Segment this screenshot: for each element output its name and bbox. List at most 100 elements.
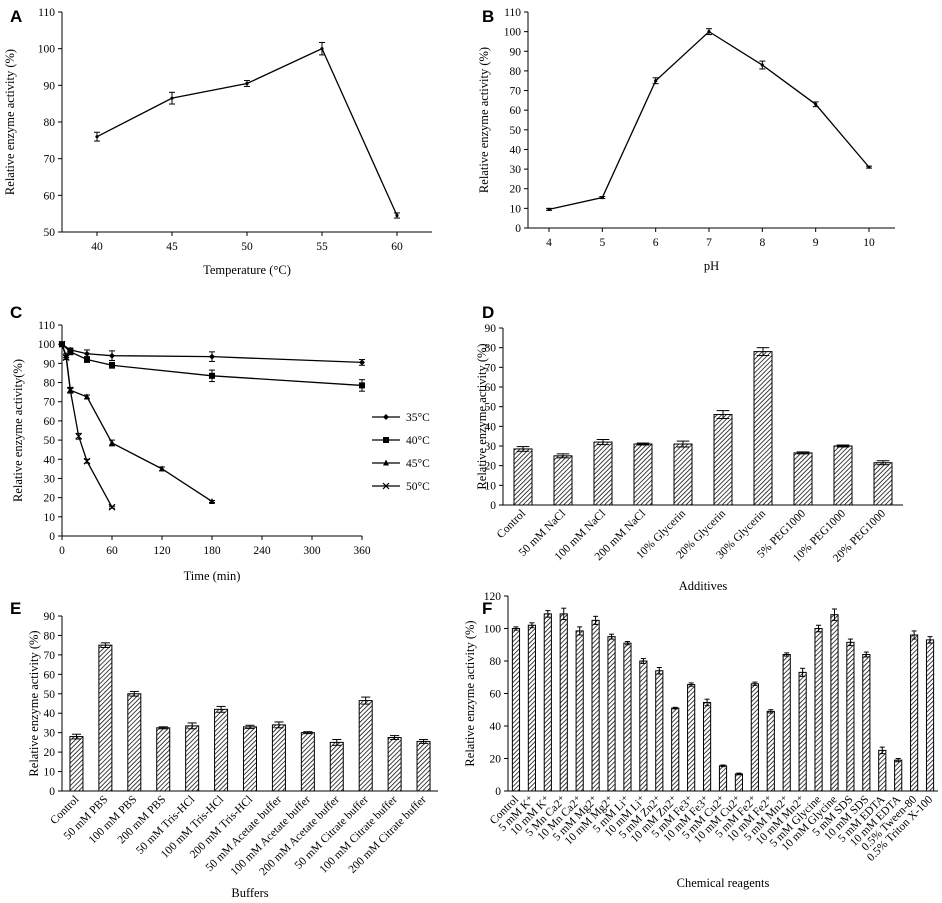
point-marker-cross [75, 432, 83, 440]
bar [591, 619, 600, 792]
bar [862, 654, 871, 792]
bar [69, 736, 84, 792]
y-tick-label: 60 [44, 416, 56, 428]
x-tick-label: 6 [653, 237, 659, 249]
bar [713, 414, 733, 506]
y-tick-label: 20 [490, 754, 502, 766]
y-tick-label: 20 [44, 747, 56, 759]
bar [753, 351, 773, 506]
point-marker-cross [382, 482, 390, 490]
y-tick-label: 40 [485, 421, 497, 433]
panel-label: E [10, 599, 21, 618]
y-tick-label: 70 [44, 154, 56, 166]
bar [242, 726, 258, 792]
y-tick-label: 20 [510, 184, 522, 196]
point-marker-triangle [84, 393, 90, 400]
point-marker-square [359, 382, 365, 389]
y-tick-label: 70 [44, 650, 56, 662]
bar [833, 445, 853, 506]
y-tick-label: 10 [510, 203, 522, 215]
bar [846, 641, 855, 792]
y-tick-label: 20 [44, 493, 56, 505]
bar [639, 660, 648, 792]
y-tick-label: 90 [485, 323, 497, 335]
bar [593, 441, 613, 506]
bar [798, 671, 807, 792]
y-tick-label: 90 [44, 358, 56, 370]
bar [718, 765, 728, 792]
bar [358, 700, 373, 792]
chart-panel-C: 0 10 20 30 40 50 60 70 80 90 100 110 C Relative enzym… [10, 303, 430, 583]
y-tick-label: 20 [485, 461, 497, 473]
bar [559, 613, 568, 792]
point-marker [245, 81, 249, 86]
y-tick-label: 50 [44, 435, 56, 447]
y-tick-label: 10 [44, 767, 56, 779]
y-tick-label: 120 [484, 591, 502, 603]
x-tick-label: 180 [203, 545, 221, 557]
point-marker-diamond [383, 414, 389, 420]
point-marker-cross [66, 386, 74, 394]
y-tick-label: 110 [38, 7, 55, 19]
point-marker [814, 102, 818, 106]
bar [782, 654, 791, 792]
bar [127, 693, 142, 792]
point-marker [600, 195, 604, 200]
series-line [61, 343, 113, 508]
point-marker-diamond [109, 352, 115, 359]
y-tick-label: 90 [44, 611, 56, 623]
y-tick-label: 40 [44, 454, 56, 466]
y-tick-label: 80 [44, 378, 56, 390]
y-tick-label: 50 [510, 125, 522, 137]
x-tick-label: 50 [241, 241, 253, 253]
x-axis-title: Chemical reagents [677, 876, 770, 890]
bar [702, 701, 712, 792]
bar [623, 642, 632, 792]
legend-label: 45°C [406, 458, 430, 470]
y-tick-label: 90 [510, 46, 522, 58]
bar [553, 455, 573, 506]
bar [925, 639, 935, 792]
y-tick-label: 70 [44, 397, 56, 409]
bar [910, 634, 919, 792]
bar [156, 727, 171, 792]
y-axis-title: Relative enzyme activity (%) [475, 343, 489, 489]
series-line [548, 30, 870, 210]
bar [814, 628, 823, 792]
panel-label: F [482, 599, 492, 618]
bar [633, 443, 653, 506]
y-tick-label: 40 [490, 721, 502, 733]
bar [878, 749, 887, 792]
chart-panel-E: 0 10 20 30 40 50 60 70 80 90 E Relative enzyme acti… [10, 599, 438, 900]
x-axis-title: Additives [679, 579, 728, 593]
y-tick-label: 30 [44, 728, 56, 740]
y-tick-label: 80 [44, 117, 56, 129]
legend-label: 50°C [406, 481, 430, 493]
bar [387, 737, 402, 792]
y-tick-label: 40 [44, 708, 56, 720]
y-tick-label: 70 [510, 86, 522, 98]
y-axis-title: Relative enzyme activity (%) [27, 630, 41, 776]
point-marker-square [383, 437, 389, 443]
legend-label: 40°C [406, 435, 430, 447]
x-axis-title: Time (min) [184, 569, 241, 583]
y-tick-label: 80 [485, 343, 497, 355]
x-tick-label: 45 [166, 241, 178, 253]
bar [734, 773, 744, 792]
y-tick-label: 30 [485, 441, 497, 453]
point-marker-cross [58, 340, 66, 348]
bar [673, 443, 693, 506]
y-tick-label: 10 [44, 512, 56, 524]
x-tick-label: 10 [863, 237, 875, 249]
point-marker-cross [62, 354, 70, 362]
point-marker [170, 96, 174, 100]
y-tick-label: 0 [495, 786, 501, 798]
panel-label: B [482, 7, 494, 26]
bar [214, 708, 229, 792]
y-tick-label: 110 [38, 320, 55, 332]
y-tick-label: 100 [484, 624, 502, 636]
point-marker [707, 30, 711, 34]
x-tick-label: 0 [59, 545, 65, 557]
point-marker-triangle [383, 459, 389, 466]
y-tick-label: 100 [504, 27, 522, 39]
